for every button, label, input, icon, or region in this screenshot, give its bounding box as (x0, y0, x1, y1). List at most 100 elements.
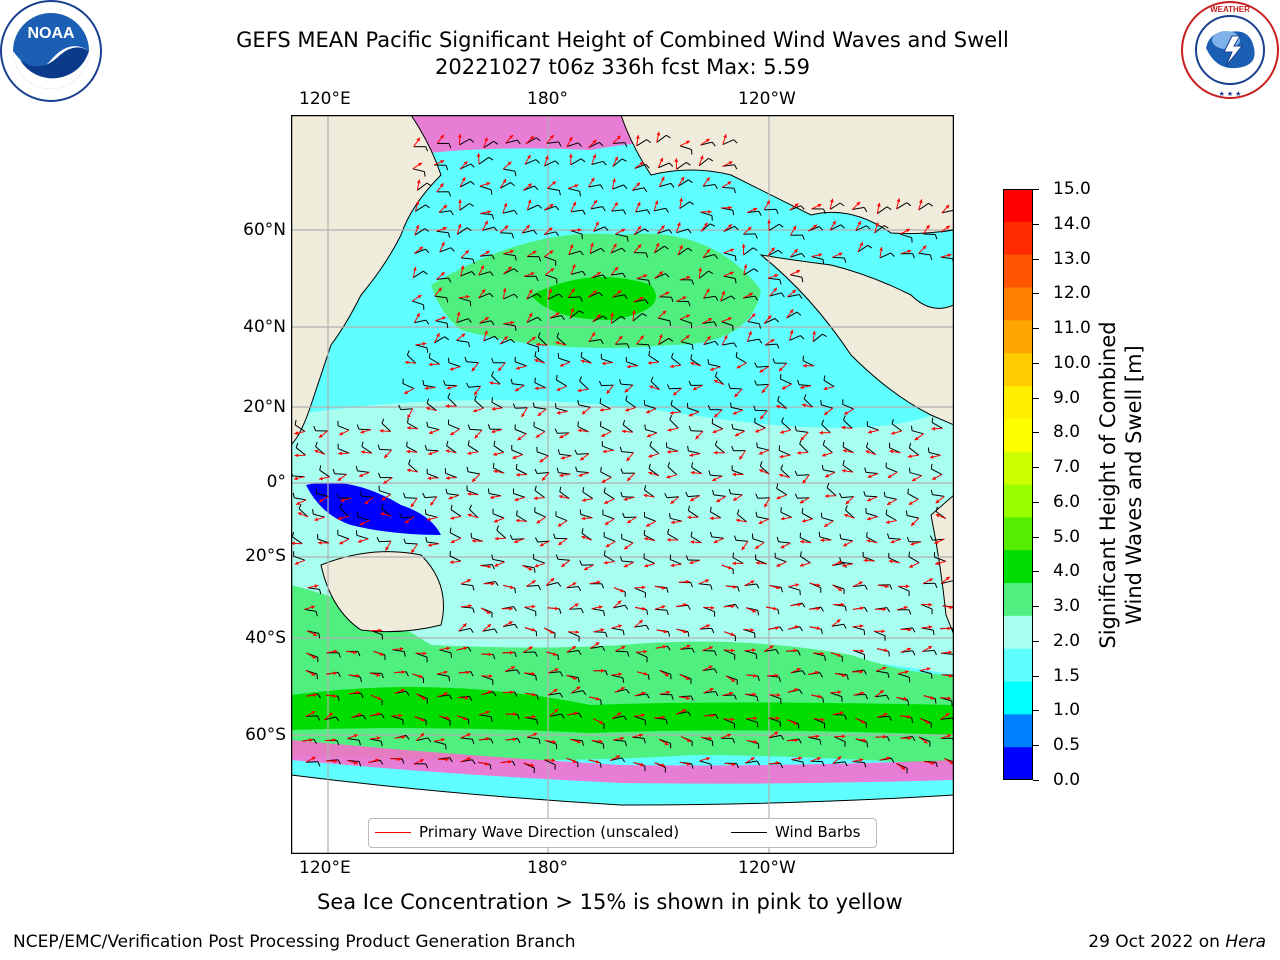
wind-barb (294, 424, 306, 432)
wind-barb (832, 761, 845, 764)
wave-direction-arrowhead (685, 140, 690, 145)
wind-barb (523, 185, 535, 191)
wind-barb (499, 182, 511, 189)
wind-barb (610, 247, 623, 254)
colorbar-tick-mark (1033, 780, 1039, 781)
wind-barb (433, 740, 446, 745)
wind-barb (588, 141, 600, 149)
wind-barb-flag (842, 441, 845, 447)
wind-barb-flag (447, 392, 451, 398)
wave-direction-arrowhead (907, 714, 911, 719)
wave-direction-arrowhead (485, 251, 490, 255)
wind-barb-flag (603, 550, 606, 556)
wave-direction-arrowhead (618, 624, 622, 629)
wind-barb-flag (912, 253, 915, 259)
wave-direction-arrowhead (420, 717, 425, 722)
wind-barb-flag (863, 669, 867, 675)
wind-barb-flag (666, 610, 669, 616)
wave-direction-arrowhead (462, 623, 467, 628)
wind-barb (407, 422, 419, 430)
wind-barb-flag (623, 184, 628, 190)
wind-barb (732, 557, 744, 564)
wind-barb (536, 451, 549, 457)
wave-direction-arrowhead (930, 761, 935, 765)
wave-direction-arrowhead (491, 581, 495, 586)
wave-direction-arrowhead (311, 711, 316, 715)
wind-barb (842, 403, 854, 410)
wave-direction-arrowhead (816, 626, 821, 630)
wind-barb-flag (930, 673, 933, 679)
wave-direction-arrowhead (926, 667, 931, 671)
wind-barb-flag (554, 428, 558, 434)
wind-barb (613, 739, 626, 742)
wind-barb-flag (733, 139, 738, 144)
wind-barb-flag (534, 351, 537, 357)
wind-barb-flag (759, 323, 761, 329)
map-frame (291, 115, 954, 854)
wind-barb (687, 407, 700, 413)
wave-direction-arrowhead (882, 666, 887, 671)
wind-barb-flag (490, 738, 494, 744)
wind-barb-flag (708, 470, 711, 476)
wind-barb (744, 583, 757, 586)
wind-barb (931, 468, 943, 476)
wave-direction-arrowhead (713, 539, 718, 544)
wind-barb (391, 715, 403, 721)
wave-direction-arrowhead (706, 757, 710, 761)
wind-barb-flag (733, 342, 738, 348)
legend-item-wind-barbs: Wind Barbs (731, 823, 860, 841)
wind-barb-flag (710, 764, 712, 770)
wind-barb (732, 428, 745, 432)
colorbar-tick: 8.0 (1053, 422, 1081, 443)
wind-barb-flag (644, 485, 647, 491)
wind-barb-flag (758, 211, 762, 216)
wind-barb-flag (602, 206, 606, 212)
wind-barb-flag (668, 337, 674, 342)
wind-barb-flag (577, 399, 580, 405)
wave-direction-arrowhead (600, 628, 605, 632)
wind-barb (834, 736, 846, 743)
wind-barb-flag (622, 630, 625, 636)
wind-barb-flag (407, 417, 409, 424)
wind-barb-flag (338, 652, 341, 658)
wind-barb (690, 430, 703, 432)
wind-barb-flag (778, 223, 784, 228)
wave-direction-arrowhead (577, 428, 582, 433)
wind-barb-flag (889, 584, 893, 590)
wind-barb (570, 209, 583, 213)
wave-direction-arrowhead (467, 451, 472, 455)
wave-direction-arrowhead (559, 363, 564, 367)
wind-barb-flag (844, 606, 847, 612)
wind-barb-flag (687, 445, 689, 451)
wind-barb-flag (619, 446, 623, 452)
wind-barb-flag (464, 356, 467, 362)
wave-direction-arrowhead (551, 758, 556, 763)
wind-barb-flag (688, 380, 692, 386)
wind-barb-flag (471, 759, 476, 765)
wind-barb-flag (582, 209, 586, 215)
wave-direction-arrowhead (572, 201, 576, 206)
wind-barb (405, 497, 418, 499)
wave-direction-arrowhead (406, 449, 410, 454)
wind-barb (821, 517, 834, 522)
wave-direction-arrowhead (360, 429, 365, 434)
wave-direction-arrowhead (752, 608, 757, 613)
wave-direction-arrowhead (665, 291, 670, 296)
wind-barb (767, 277, 780, 281)
wave-direction-arrowhead (729, 271, 734, 276)
wave-direction-arrowhead (776, 404, 780, 409)
wind-barb (439, 649, 452, 654)
wave-direction-arrowhead (553, 689, 558, 693)
wave-direction-arrowhead (592, 154, 597, 159)
wave-direction-arrowhead (659, 334, 663, 338)
wind-barbs-layer (291, 134, 954, 774)
colorbar-tick-mark (1033, 293, 1039, 295)
wind-barb (588, 339, 601, 342)
wave-direction-arrowhead (728, 205, 732, 210)
wave-direction-arrowhead (860, 606, 864, 611)
wave-direction-arrowhead (510, 666, 515, 670)
wave-direction-arrowhead (596, 696, 600, 701)
wind-barb (577, 426, 589, 433)
wave-direction-arrowhead (465, 250, 469, 255)
wind-barb (566, 586, 579, 589)
